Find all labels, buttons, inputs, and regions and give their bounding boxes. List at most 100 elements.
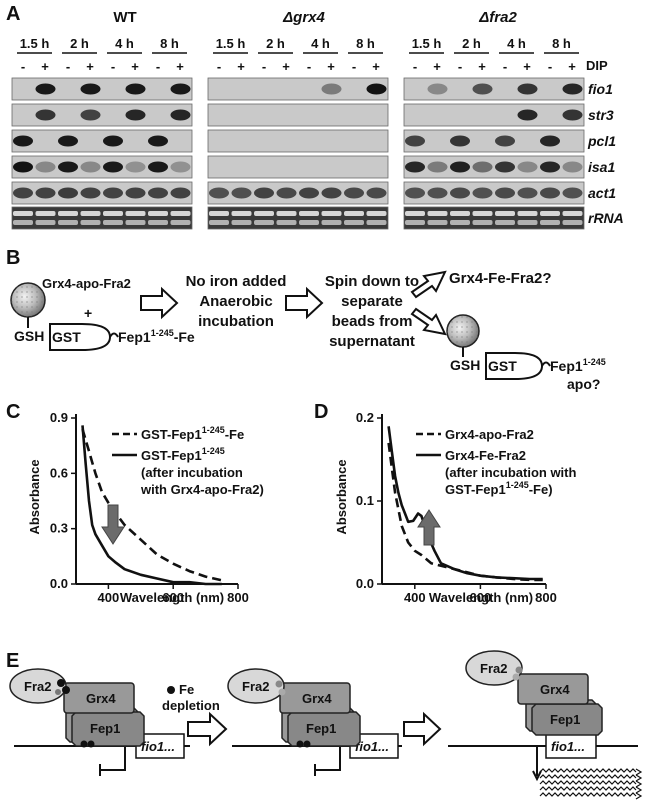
rrna-band bbox=[58, 220, 78, 225]
treatment-sign: - bbox=[307, 59, 311, 74]
rrna-band bbox=[405, 220, 425, 225]
blot-band bbox=[427, 83, 448, 95]
rrna-band bbox=[405, 211, 425, 216]
blot-band bbox=[495, 135, 515, 147]
rrna-band bbox=[276, 220, 297, 225]
y-tick-label: 0.3 bbox=[50, 521, 68, 536]
step-incubation: No iron added Anaerobic incubation bbox=[186, 273, 287, 330]
arrow-icon bbox=[187, 711, 228, 747]
rrna-band bbox=[344, 211, 364, 216]
gst-shape-right bbox=[485, 352, 544, 380]
fep1-label: Fep1 bbox=[90, 721, 120, 736]
treatment-sign: + bbox=[433, 59, 441, 74]
fio1-label: fio1... bbox=[355, 739, 389, 754]
legend-solid-3-main: GST-Fep1 bbox=[445, 482, 506, 497]
blot-band bbox=[148, 135, 168, 147]
rrna-band bbox=[35, 211, 56, 216]
treatment-sign: - bbox=[352, 59, 356, 74]
mrna-arrowhead bbox=[635, 768, 643, 776]
blot-band bbox=[405, 187, 425, 199]
y-tick-label: 0.2 bbox=[356, 410, 374, 425]
rrna-band bbox=[125, 211, 146, 216]
blot-strip bbox=[11, 181, 193, 205]
rrna-band bbox=[344, 220, 364, 225]
treatment-sign: - bbox=[262, 59, 266, 74]
time-point-label: 8 h bbox=[552, 36, 571, 51]
panel-a-northern-blot: A WT Δgrx4 Δfra2 1.5 h- +2 h- +4 h- +8 h- +1… bbox=[6, 3, 624, 230]
chart-legend: Grx4-apo-Fra2 Grx4-Fe-Fra2 (after incuba… bbox=[416, 427, 577, 497]
blot-band bbox=[321, 187, 342, 199]
rrna-band bbox=[562, 211, 583, 216]
fep1-label: Fep1 bbox=[306, 721, 336, 736]
blot-band bbox=[80, 161, 101, 173]
rrna-band bbox=[80, 220, 101, 225]
fep-linker-left bbox=[109, 332, 119, 338]
rrna-band bbox=[231, 220, 252, 225]
blot-band bbox=[299, 187, 319, 199]
treatment-sign: - bbox=[111, 59, 115, 74]
blot-strip bbox=[207, 181, 389, 205]
x-tick-label: 800 bbox=[227, 590, 249, 605]
legend-solid-label-2: (after incubation with bbox=[445, 465, 577, 480]
treatment-label: DIP bbox=[586, 58, 608, 73]
y-tick-label: 0.1 bbox=[356, 493, 374, 508]
blot-band bbox=[125, 109, 146, 121]
panel-e-model: E fio1... Fep1 Grx4 Fra2 bbox=[6, 650, 643, 800]
treatment-sign: - bbox=[413, 59, 417, 74]
blot-band bbox=[80, 83, 101, 95]
legend-dashed-sup: 1-245 bbox=[202, 425, 225, 435]
gene-label: act1 bbox=[588, 185, 616, 201]
rrna-band bbox=[562, 220, 583, 225]
strain-label-wt: WT bbox=[113, 9, 136, 26]
treatment-sign: + bbox=[41, 59, 49, 74]
legend-dashed-main: GST-Fep1 bbox=[141, 427, 202, 442]
rrna-band bbox=[170, 211, 191, 216]
blot-band bbox=[472, 187, 493, 199]
blot-band bbox=[540, 135, 560, 147]
treatment-sign: - bbox=[156, 59, 160, 74]
blot-band bbox=[170, 109, 191, 121]
legend-solid-label-1: GST-Fep11-245 bbox=[141, 446, 225, 463]
model-state-iron-depleting: fio1... Fep1 Grx4 Fra2 bbox=[227, 668, 402, 776]
treatment-sign: - bbox=[548, 59, 552, 74]
blot-strip bbox=[207, 155, 389, 179]
treatment-sign: + bbox=[282, 59, 290, 74]
rrna-band bbox=[517, 211, 538, 216]
arrow-icon bbox=[140, 286, 179, 320]
x-tick-label: 400 bbox=[404, 590, 426, 605]
mrna-wave bbox=[539, 792, 637, 797]
blot-band bbox=[13, 187, 33, 199]
rrna-band bbox=[366, 211, 387, 216]
blot-band bbox=[405, 161, 425, 173]
rrna-band bbox=[540, 220, 560, 225]
blot-band bbox=[427, 161, 448, 173]
blot-band bbox=[366, 187, 387, 199]
step2-line4: supernatant bbox=[329, 333, 415, 350]
fep1-protein: Fep1 bbox=[65, 707, 145, 748]
panel-b-schematic: B GSH GST Grx4-apo-Fra2 + Fep11-245-Fe N… bbox=[6, 247, 606, 392]
mrna-wave bbox=[539, 780, 637, 785]
step2-line2: separate bbox=[341, 293, 403, 310]
time-point-label: 4 h bbox=[115, 36, 134, 51]
blot-strip bbox=[403, 206, 585, 230]
fio1-label: fio1... bbox=[141, 739, 175, 754]
gst-label-left: GST bbox=[52, 329, 81, 345]
model-state-iron-replete: fio1... Fep1 Grx4 Fra2 bbox=[9, 668, 190, 776]
blot-rows bbox=[11, 77, 585, 230]
fra2-protein: Fra2 bbox=[9, 668, 67, 704]
blot-band bbox=[495, 161, 515, 173]
gene-label: isa1 bbox=[588, 159, 615, 175]
time-point-label: 1.5 h bbox=[216, 36, 246, 51]
blot-strip bbox=[207, 206, 389, 230]
x-tick-label: 400 bbox=[98, 590, 120, 605]
increase-arrow-icon bbox=[417, 509, 441, 546]
rrna-band bbox=[427, 220, 448, 225]
rrna-band bbox=[58, 211, 78, 216]
gst-label-right: GST bbox=[488, 358, 517, 374]
legend-dashed-label: GST-Fep11-245-Fe bbox=[141, 425, 244, 442]
blot-band bbox=[209, 187, 229, 199]
step2-line1: Spin down to bbox=[325, 273, 419, 290]
rrna-band bbox=[472, 211, 493, 216]
model-state-iron-depleted: fio1... Fep1 Grx4 Fra2 bbox=[448, 650, 643, 800]
